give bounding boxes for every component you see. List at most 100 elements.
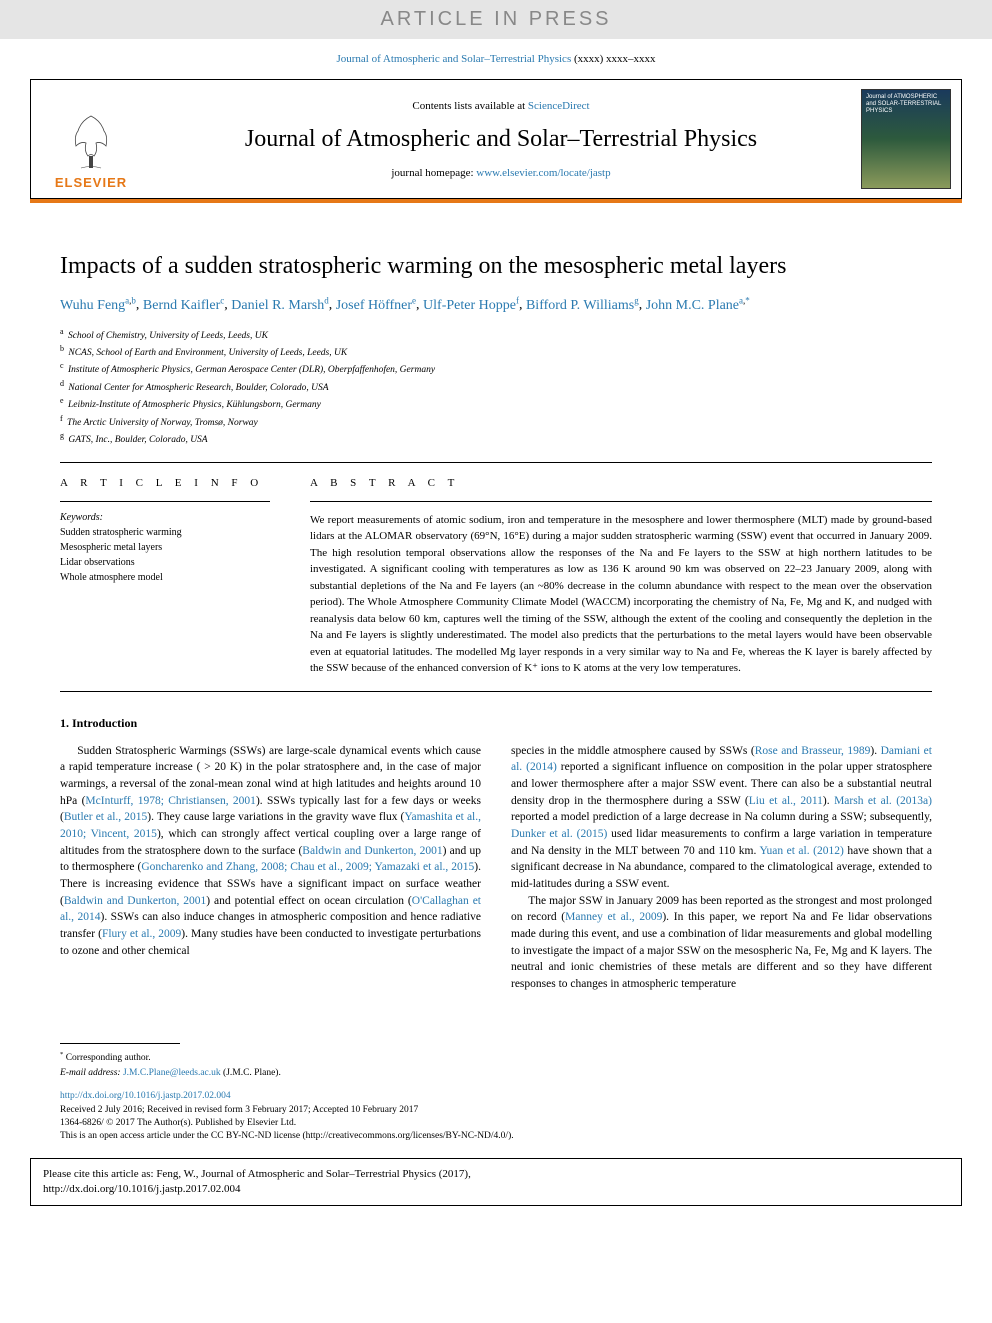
license-line: This is an open access article under the… bbox=[60, 1130, 932, 1143]
author-affiliation-sup: g bbox=[634, 295, 639, 305]
author-name-link[interactable]: Daniel R. Marsh bbox=[231, 298, 324, 313]
citation-link[interactable]: Dunker et al. (2015) bbox=[511, 828, 607, 840]
journal-header-box: ELSEVIER Contents lists available at Sci… bbox=[30, 79, 962, 199]
author: Josef Höffnere bbox=[336, 298, 416, 313]
publisher-logo-box: ELSEVIER bbox=[31, 80, 151, 198]
author-name-link[interactable]: Josef Höffner bbox=[336, 298, 412, 313]
email-suffix: (J.M.C. Plane). bbox=[221, 1068, 281, 1078]
article-title: Impacts of a sudden stratospheric warmin… bbox=[60, 253, 932, 280]
publisher-name: ELSEVIER bbox=[55, 175, 127, 190]
citation-link[interactable]: Marsh et al. (2013a) bbox=[834, 795, 932, 807]
issn-line: 1364-6826/ © 2017 The Author(s). Publish… bbox=[60, 1117, 932, 1130]
keyword-item: Sudden stratospheric warming bbox=[60, 525, 270, 540]
homepage-link[interactable]: www.elsevier.com/locate/jastp bbox=[476, 167, 610, 179]
doi-line: http://dx.doi.org/10.1016/j.jastp.2017.0… bbox=[60, 1090, 932, 1103]
intro-paragraph-2: species in the middle atmosphere caused … bbox=[511, 743, 932, 893]
citation-link[interactable]: Rose and Brasseur, 1989 bbox=[755, 745, 871, 757]
email-link[interactable]: J.M.C.Plane@leeds.ac.uk bbox=[123, 1068, 221, 1078]
citation-link[interactable]: Butler et al., 2015 bbox=[64, 811, 147, 823]
affiliation-text: GATS, Inc., Boulder, Colorado, USA bbox=[66, 435, 208, 445]
article-info-heading: A R T I C L E I N F O bbox=[60, 477, 270, 489]
journal-cover-image: Journal of ATMOSPHERIC and SOLAR-TERREST… bbox=[861, 89, 951, 189]
affiliation-item: g GATS, Inc., Boulder, Colorado, USA bbox=[60, 430, 932, 447]
affiliation-sup: e bbox=[60, 396, 64, 405]
author: Bifford P. Williamsg bbox=[526, 298, 639, 313]
corresponding-author-note: * Corresponding author. bbox=[60, 1050, 932, 1065]
header-center: Contents lists available at ScienceDirec… bbox=[151, 80, 851, 198]
affiliation-ref-link[interactable]: f bbox=[516, 295, 519, 305]
citation-line-2: http://dx.doi.org/10.1016/j.jastp.2017.0… bbox=[43, 1182, 949, 1197]
author-name-link[interactable]: Wuhu Feng bbox=[60, 298, 125, 313]
homepage-line: journal homepage: www.elsevier.com/locat… bbox=[151, 167, 851, 179]
corr-mark: * bbox=[60, 1051, 63, 1058]
affiliation-text: The Arctic University of Norway, Tromsø,… bbox=[65, 418, 258, 428]
affiliation-item: b NCAS, School of Earth and Environment,… bbox=[60, 343, 932, 360]
affiliation-item: d National Center for Atmospheric Resear… bbox=[60, 378, 932, 395]
author-name-link[interactable]: Ulf-Peter Hoppe bbox=[423, 298, 516, 313]
citation-link[interactable]: Baldwin and Dunkerton, 2001 bbox=[302, 845, 442, 857]
info-abstract-row: A R T I C L E I N F O Keywords: Sudden s… bbox=[60, 477, 932, 677]
corr-text: Corresponding author. bbox=[66, 1053, 151, 1063]
affiliation-ref-link[interactable]: * bbox=[745, 295, 750, 305]
affiliation-ref-link[interactable]: e bbox=[412, 295, 416, 305]
citation-link[interactable]: Manney et al., 2009 bbox=[565, 911, 662, 923]
doi-link[interactable]: http://dx.doi.org/10.1016/j.jastp.2017.0… bbox=[60, 1091, 231, 1101]
citation-line-1: Please cite this article as: Feng, W., J… bbox=[43, 1167, 949, 1182]
keyword-item: Whole atmosphere model bbox=[60, 570, 270, 585]
affiliation-sup: b bbox=[60, 344, 64, 353]
abstract-column: A B S T R A C T We report measurements o… bbox=[310, 477, 932, 677]
citation-link[interactable]: Flury et al., 2009 bbox=[102, 928, 181, 940]
affiliation-text: Leibniz-Institute of Atmospheric Physics… bbox=[66, 400, 321, 410]
affiliation-sup: c bbox=[60, 361, 64, 370]
info-divider bbox=[60, 501, 270, 502]
journal-reference-line: Journal of Atmospheric and Solar–Terrest… bbox=[0, 39, 992, 79]
affiliation-ref-link[interactable]: a bbox=[739, 295, 743, 305]
citation-link[interactable]: Liu et al., 2011 bbox=[749, 795, 823, 807]
author-affiliation-sup: f bbox=[516, 295, 519, 305]
author-name-link[interactable]: Bifford P. Williams bbox=[526, 298, 634, 313]
affiliation-text: NCAS, School of Earth and Environment, U… bbox=[66, 348, 347, 358]
author: Ulf-Peter Hoppef bbox=[423, 298, 519, 313]
citation-link[interactable]: Goncharenko and Zhang, 2008; Chau et al.… bbox=[141, 861, 474, 873]
affiliation-ref-link[interactable]: a bbox=[125, 295, 129, 305]
abstract-divider bbox=[310, 501, 932, 502]
received-line: Received 2 July 2016; Received in revise… bbox=[60, 1104, 932, 1117]
author-affiliation-sup: d bbox=[324, 295, 329, 305]
keywords-label: Keywords: bbox=[60, 512, 270, 523]
article-in-press-banner: ARTICLE IN PRESS bbox=[0, 0, 992, 39]
author: Wuhu Fenga,b bbox=[60, 298, 136, 313]
elsevier-tree-icon bbox=[66, 111, 116, 171]
citation-link[interactable]: Yuan et al. (2012) bbox=[759, 845, 843, 857]
affiliation-item: f The Arctic University of Norway, Troms… bbox=[60, 413, 932, 430]
journal-ref-link[interactable]: Journal of Atmospheric and Solar–Terrest… bbox=[336, 53, 571, 65]
author: John M.C. Planea,* bbox=[646, 298, 750, 313]
author-affiliation-sup: a,b bbox=[125, 295, 136, 305]
contents-line: Contents lists available at ScienceDirec… bbox=[151, 100, 851, 112]
affiliation-ref-link[interactable]: g bbox=[634, 295, 639, 305]
sciencedirect-link[interactable]: ScienceDirect bbox=[528, 100, 590, 112]
keyword-item: Lidar observations bbox=[60, 555, 270, 570]
author: Daniel R. Marshd bbox=[231, 298, 328, 313]
intro-paragraph-3: The major SSW in January 2009 has been r… bbox=[511, 893, 932, 993]
author-name-link[interactable]: Bernd Kaifler bbox=[143, 298, 220, 313]
affiliation-ref-link[interactable]: d bbox=[324, 295, 329, 305]
author-affiliation-sup: e bbox=[412, 295, 416, 305]
affiliation-ref-link[interactable]: c bbox=[220, 295, 224, 305]
author-affiliation-sup: a,* bbox=[739, 295, 750, 305]
affiliation-ref-link[interactable]: b bbox=[131, 295, 136, 305]
article-info-column: A R T I C L E I N F O Keywords: Sudden s… bbox=[60, 477, 270, 677]
affiliation-sup: d bbox=[60, 379, 64, 388]
affiliation-text: Institute of Atmospheric Physics, German… bbox=[66, 366, 435, 376]
email-line: E-mail address: J.M.C.Plane@leeds.ac.uk … bbox=[60, 1067, 932, 1080]
homepage-prefix: journal homepage: bbox=[391, 167, 476, 179]
affiliation-sup: g bbox=[60, 431, 64, 440]
citation-link[interactable]: Baldwin and Dunkerton, 2001 bbox=[64, 895, 206, 907]
citation-link[interactable]: McInturff, 1978; Christiansen, 2001 bbox=[85, 795, 256, 807]
author-name-link[interactable]: John M.C. Plane bbox=[646, 298, 739, 313]
affiliation-item: a School of Chemistry, University of Lee… bbox=[60, 326, 932, 343]
author: Bernd Kaiflerc bbox=[143, 298, 224, 313]
affiliation-item: c Institute of Atmospheric Physics, Germ… bbox=[60, 360, 932, 377]
affiliation-sup: a bbox=[60, 327, 64, 336]
introduction-heading: 1. Introduction bbox=[60, 716, 932, 731]
footer-section: * Corresponding author. E-mail address: … bbox=[0, 1043, 992, 1144]
